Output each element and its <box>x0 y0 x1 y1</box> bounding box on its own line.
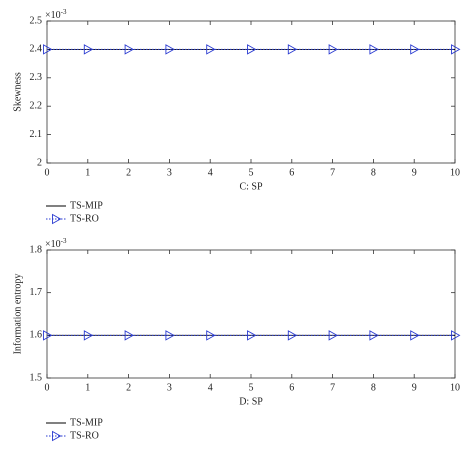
marker <box>451 330 461 341</box>
y-tick-label: 2.5 <box>30 15 43 26</box>
y-axis-label: Information entropy <box>12 274 23 355</box>
x-tick-label: 3 <box>167 382 172 393</box>
marker <box>369 330 379 341</box>
x-tick-label: 9 <box>412 382 417 393</box>
x-tick-label: 1 <box>85 382 90 393</box>
x-tick-label: 6 <box>289 382 294 393</box>
legend-label: TS-MIP <box>70 200 103 211</box>
x-tick-label: 2 <box>126 382 131 393</box>
x-tick-label: 6 <box>289 167 294 178</box>
marker <box>328 44 339 55</box>
x-tick-label: 7 <box>330 382 335 393</box>
marker <box>165 44 175 55</box>
y-scale-label: ×10-3 <box>45 8 67 22</box>
y-tick-label: 2.4 <box>30 44 43 55</box>
x-tick-label: 9 <box>412 167 417 178</box>
legend-label: TS-RO <box>70 430 99 441</box>
x-tick-label: 0 <box>45 382 50 393</box>
marker <box>451 44 461 55</box>
x-tick-label: 10 <box>450 382 460 393</box>
marker <box>206 330 216 341</box>
x-tick-label: 3 <box>167 167 172 178</box>
x-tick-label: 0 <box>45 167 50 178</box>
y-axis-label: Skewness <box>12 72 23 112</box>
plot-frame <box>46 249 456 379</box>
y-tick-label: 1.8 <box>30 244 43 255</box>
y-tick-label: 1.6 <box>30 330 43 341</box>
y-tick-label: 1.5 <box>30 372 43 383</box>
marker <box>410 44 420 55</box>
marker <box>247 44 257 55</box>
y-tick-label: 1.7 <box>30 287 43 298</box>
x-tick-label: 5 <box>249 167 254 178</box>
marker <box>165 330 175 341</box>
y-tick-label: 2.2 <box>30 100 43 111</box>
legend-marker <box>52 213 62 225</box>
marker <box>83 330 94 341</box>
marker <box>206 44 216 55</box>
x-tick-label: 2 <box>126 167 131 178</box>
marker <box>328 330 339 341</box>
x-axis-label: C: SP <box>239 181 263 192</box>
marker <box>287 330 298 341</box>
legend-label: TS-RO <box>70 213 99 224</box>
marker <box>287 44 298 55</box>
marker <box>43 330 53 341</box>
marker <box>410 330 420 341</box>
marker <box>247 330 257 341</box>
marker <box>43 44 53 55</box>
x-tick-label: 7 <box>330 167 335 178</box>
legend-marker <box>52 430 62 442</box>
y-scale-base: ×10 <box>45 10 61 21</box>
y-tick-label: 2 <box>37 157 42 168</box>
x-tick-label: 4 <box>208 167 213 178</box>
x-axis-label: D: SP <box>239 396 263 407</box>
x-tick-label: 8 <box>371 167 376 178</box>
y-scale-label: ×10-3 <box>45 237 67 251</box>
y-scale-exponent: -3 <box>61 237 67 245</box>
marker <box>83 44 94 55</box>
x-tick-label: 8 <box>371 382 376 393</box>
plot-frame <box>46 20 456 164</box>
legend-label: TS-MIP <box>70 417 103 428</box>
y-scale-exponent: -3 <box>61 8 67 16</box>
y-scale-base: ×10 <box>45 239 61 250</box>
y-tick-label: 2.1 <box>30 129 43 140</box>
y-tick-label: 2.3 <box>30 72 43 83</box>
marker <box>124 44 135 55</box>
x-tick-label: 4 <box>208 382 213 393</box>
marker <box>369 44 379 55</box>
marker <box>124 330 135 341</box>
x-tick-label: 1 <box>85 167 90 178</box>
x-tick-label: 5 <box>249 382 254 393</box>
x-tick-label: 10 <box>450 167 460 178</box>
